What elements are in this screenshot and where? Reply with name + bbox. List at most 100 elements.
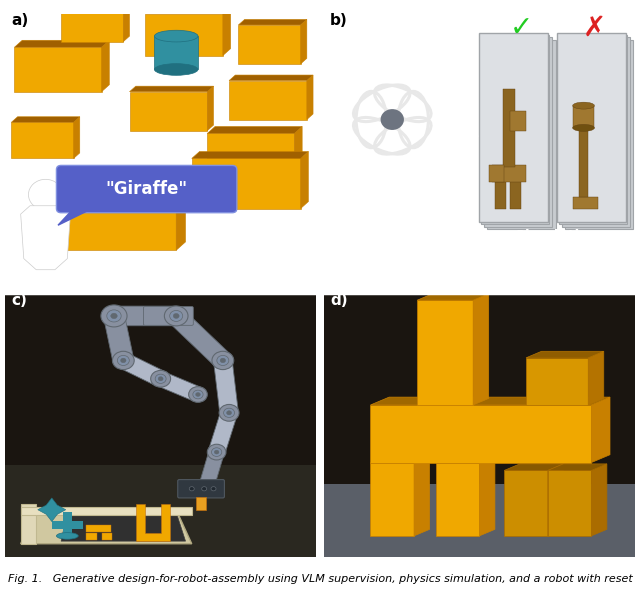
Circle shape [196, 393, 200, 397]
FancyBboxPatch shape [214, 358, 238, 415]
Text: Fig. 1.   Generative design-for-robot-assembly using VLM supervision, physics si: Fig. 1. Generative design-for-robot-asse… [8, 574, 632, 584]
Polygon shape [414, 456, 429, 536]
Polygon shape [591, 464, 607, 536]
Polygon shape [239, 19, 307, 25]
Circle shape [211, 448, 221, 456]
FancyBboxPatch shape [178, 480, 225, 498]
Bar [573, 197, 598, 208]
Text: Simulation: Simulation [515, 229, 599, 243]
Circle shape [28, 179, 63, 210]
Circle shape [113, 352, 134, 370]
Circle shape [207, 444, 226, 460]
Polygon shape [74, 117, 80, 158]
Polygon shape [52, 189, 176, 250]
Polygon shape [591, 397, 610, 462]
Circle shape [101, 305, 127, 327]
Polygon shape [12, 117, 80, 122]
Polygon shape [20, 510, 192, 544]
Polygon shape [176, 181, 186, 250]
Text: c): c) [12, 293, 28, 308]
Polygon shape [207, 86, 214, 131]
Polygon shape [473, 294, 489, 405]
Bar [63, 512, 72, 539]
FancyBboxPatch shape [104, 313, 134, 363]
Text: ✗: ✗ [583, 14, 606, 42]
Polygon shape [436, 456, 495, 462]
Circle shape [212, 352, 234, 370]
Polygon shape [129, 92, 207, 131]
Polygon shape [129, 86, 214, 92]
FancyBboxPatch shape [113, 306, 178, 326]
Bar [579, 128, 588, 197]
Bar [52, 521, 83, 529]
FancyBboxPatch shape [559, 35, 627, 224]
Polygon shape [61, 3, 129, 8]
Circle shape [223, 408, 234, 417]
Polygon shape [294, 126, 302, 175]
Polygon shape [504, 470, 548, 536]
Polygon shape [145, 7, 230, 14]
Polygon shape [207, 134, 294, 175]
Circle shape [189, 486, 194, 491]
Polygon shape [436, 462, 479, 536]
Polygon shape [371, 456, 429, 462]
Circle shape [117, 355, 129, 365]
FancyBboxPatch shape [479, 33, 548, 222]
Polygon shape [52, 181, 186, 189]
Bar [495, 181, 506, 208]
Polygon shape [223, 7, 230, 55]
FancyBboxPatch shape [565, 40, 634, 229]
FancyBboxPatch shape [168, 309, 231, 367]
Ellipse shape [573, 125, 595, 131]
Ellipse shape [573, 102, 595, 109]
Bar [102, 533, 113, 540]
Polygon shape [20, 206, 70, 270]
Bar [324, 483, 635, 557]
Bar [20, 504, 36, 544]
Circle shape [150, 370, 171, 387]
Text: d): d) [330, 293, 348, 308]
Bar [489, 166, 504, 182]
Circle shape [189, 386, 207, 402]
Circle shape [193, 390, 203, 399]
Polygon shape [239, 25, 301, 64]
Text: ✓: ✓ [509, 14, 533, 42]
Bar [86, 524, 111, 532]
Polygon shape [192, 158, 301, 208]
Polygon shape [12, 122, 74, 158]
Circle shape [111, 313, 117, 318]
FancyBboxPatch shape [487, 40, 556, 229]
Text: VLM: VLM [374, 165, 410, 180]
FancyBboxPatch shape [200, 450, 224, 486]
FancyBboxPatch shape [481, 35, 549, 224]
Polygon shape [371, 405, 591, 462]
Polygon shape [417, 300, 473, 405]
Circle shape [173, 314, 179, 318]
Circle shape [120, 358, 126, 363]
Polygon shape [145, 14, 223, 55]
Polygon shape [15, 47, 102, 92]
Polygon shape [504, 464, 563, 470]
Polygon shape [61, 8, 124, 42]
Text: a): a) [12, 13, 29, 28]
Polygon shape [207, 126, 302, 134]
Polygon shape [479, 456, 495, 536]
FancyBboxPatch shape [562, 37, 630, 226]
Circle shape [214, 450, 219, 454]
Polygon shape [588, 352, 604, 405]
Text: b): b) [330, 13, 348, 28]
Polygon shape [58, 208, 92, 225]
Polygon shape [526, 358, 588, 405]
Circle shape [381, 109, 404, 130]
Polygon shape [548, 464, 607, 470]
FancyBboxPatch shape [557, 33, 625, 222]
Bar [573, 105, 595, 128]
Polygon shape [307, 75, 313, 120]
Polygon shape [548, 464, 563, 536]
Circle shape [220, 358, 225, 363]
FancyBboxPatch shape [156, 372, 203, 402]
Bar [511, 111, 526, 131]
Polygon shape [371, 397, 610, 405]
FancyBboxPatch shape [118, 353, 166, 386]
Circle shape [107, 310, 121, 322]
